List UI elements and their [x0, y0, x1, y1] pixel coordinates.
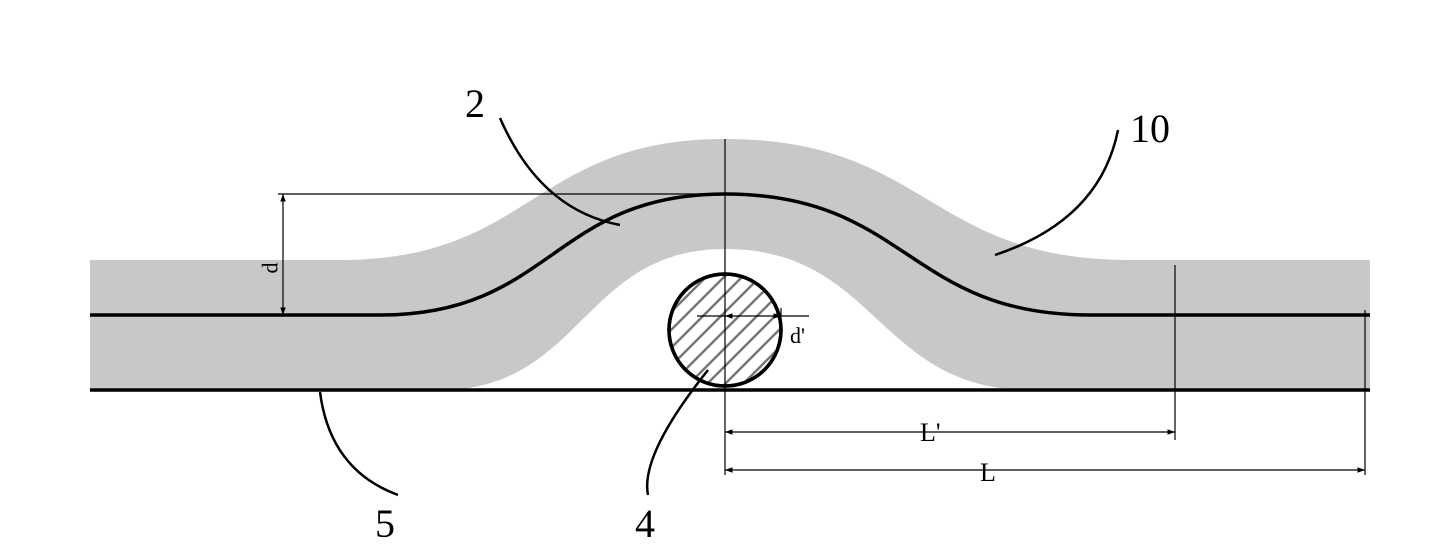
- dim-L: L: [980, 458, 996, 488]
- dim-d: d: [258, 263, 284, 274]
- label-10: 10: [1130, 105, 1170, 152]
- leader-line: [995, 130, 1118, 255]
- label-4: 4: [635, 500, 655, 547]
- cross-section-diagram: [0, 0, 1449, 557]
- label-2: 2: [465, 80, 485, 127]
- label-5: 5: [375, 500, 395, 547]
- leader-line: [320, 392, 398, 495]
- dim-Lp: L': [920, 418, 941, 448]
- dim-dp: d': [790, 323, 805, 349]
